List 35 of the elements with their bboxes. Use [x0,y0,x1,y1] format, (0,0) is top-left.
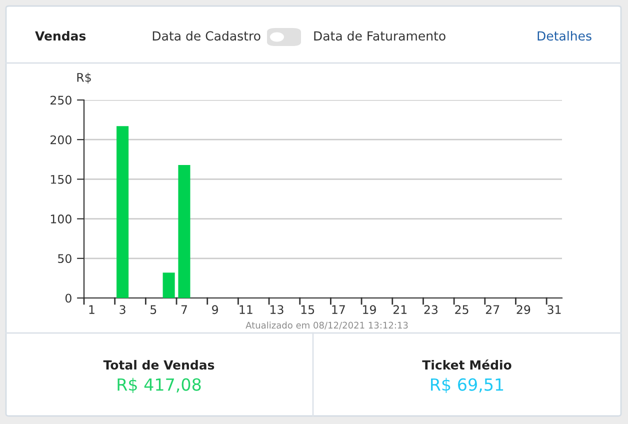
x-tick-label: 5 [150,305,156,314]
y-tick-label: 50 [58,254,72,264]
x-tick-label: 7 [181,305,187,314]
bar [178,164,190,298]
x-tick-label: 25 [455,305,468,314]
y-tick-label: 150 [50,174,72,184]
y-tick-label: 100 [50,214,72,224]
bar [116,126,129,298]
x-tick-label: 9 [212,305,218,314]
bar [162,272,175,298]
text: R$ 417,08 [118,378,201,394]
x-tick-label: 21 [393,305,407,314]
x-tick-label: 29 [516,305,530,314]
text: Total de Vendas [103,360,214,370]
x-tick-label: 17 [332,305,345,314]
text: R$ 69,51 [431,378,504,394]
text: Ticket Médio [422,359,512,370]
y-tick-label: 0 [65,294,72,303]
text: Data de Cadastro [152,30,260,41]
x-tick-label: 27 [486,305,500,314]
x-tick-label: 19 [363,305,376,314]
text: Data de Faturamento [314,30,446,41]
x-tick-label: 23 [424,305,438,314]
x-tick-label: 1 [89,305,94,314]
chart-title: Vendas [35,30,86,41]
x-tick-label: 31 [548,305,561,314]
text: Detalhes [538,30,592,41]
text: Atualizado em 08/12/2021 13:12:13 [246,322,408,330]
x-tick-label: 11 [240,305,252,314]
x-tick-label: 13 [270,305,284,314]
x-tick-label: 3 [120,305,126,314]
y-tick-label: 250 [50,96,72,105]
y-tick-label: 200 [50,135,72,144]
y-axis-title: R$ [77,72,91,84]
x-tick-label: 15 [301,305,314,314]
